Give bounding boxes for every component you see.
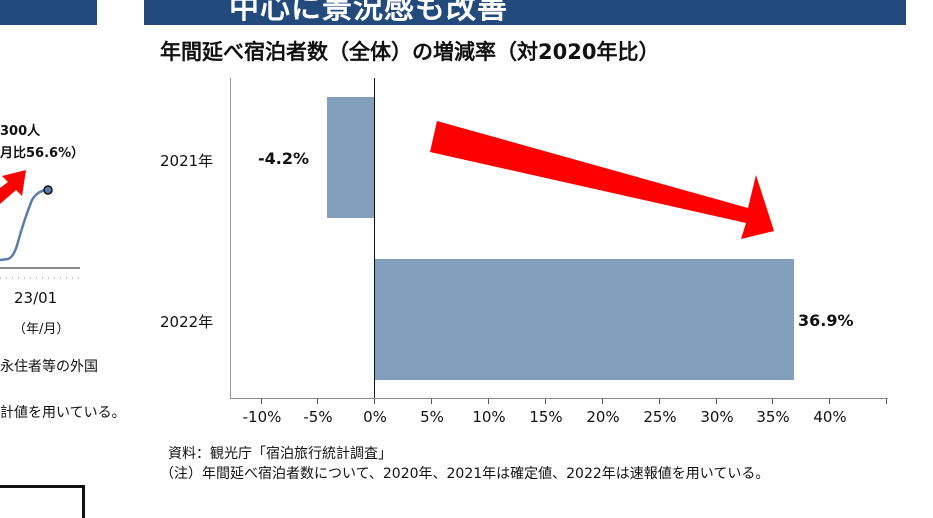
x-tick-label: 5% xyxy=(420,408,444,426)
x-tick-label: 20% xyxy=(586,408,620,426)
x-tick-label: -10% xyxy=(242,408,282,426)
left-red-arrow-icon xyxy=(0,170,26,220)
x-tick-mark xyxy=(545,399,546,404)
bar-2021 xyxy=(327,97,374,218)
left-line-chart xyxy=(0,170,80,279)
chart-title: 年間延べ宿泊者数（全体）の増減率（対2020年比） xyxy=(160,40,660,64)
y-axis-line xyxy=(230,78,231,398)
x-tick-mark xyxy=(488,399,489,404)
x-tick-mark xyxy=(317,399,318,404)
x-tick-mark xyxy=(659,399,660,404)
x-tick-mark xyxy=(886,399,887,404)
bar-2022 xyxy=(375,259,794,380)
x-tick-mark xyxy=(716,399,717,404)
x-tick-label: 25% xyxy=(643,408,677,426)
source-note: 資料：観光庁「宿泊旅行統計調査」 xyxy=(168,446,392,462)
data-label-2021: -4.2% xyxy=(258,149,310,168)
x-tick-label: 40% xyxy=(813,408,847,426)
x-tick-label: 35% xyxy=(756,408,790,426)
x-tick-label: 10% xyxy=(472,408,506,426)
left-note-line1: 永住者等の外国 xyxy=(0,359,98,375)
x-tick-mark xyxy=(374,399,375,404)
x-axis-line xyxy=(230,398,888,399)
x-tick-label: -5% xyxy=(303,408,333,426)
x-tick-mark xyxy=(829,399,830,404)
left-note-line2: 計値を用いている。 xyxy=(0,405,126,421)
x-tick-mark xyxy=(261,399,262,404)
x-tick-mark xyxy=(602,399,603,404)
category-label-2022: 2022年 xyxy=(160,313,214,331)
x-tick-mark xyxy=(772,399,773,404)
right-header-banner: 中心に景況感も改善 xyxy=(144,0,906,25)
left-callout-line1: 300人 xyxy=(0,124,41,139)
left-header-banner xyxy=(0,0,97,25)
x-tick-label: 15% xyxy=(529,408,563,426)
category-label-2021: 2021年 xyxy=(160,152,214,170)
footnote: （注）年間延べ宿泊者数について、2020年、2021年は確定値、2022年は速報… xyxy=(160,466,770,482)
banner-text: 中心に景況感も改善 xyxy=(229,0,508,25)
x-tick-label: 30% xyxy=(700,408,734,426)
zero-line xyxy=(374,78,375,398)
left-x-tick: 23/01 xyxy=(14,289,58,307)
trend-arrow-icon xyxy=(430,121,774,239)
left-callout-line2: 月比56.6%） xyxy=(0,146,85,161)
left-x-unit: （年/月） xyxy=(13,322,70,337)
x-tick-label: 0% xyxy=(363,408,387,426)
x-tick-mark xyxy=(431,399,432,404)
data-label-2022: 36.9% xyxy=(798,311,854,330)
